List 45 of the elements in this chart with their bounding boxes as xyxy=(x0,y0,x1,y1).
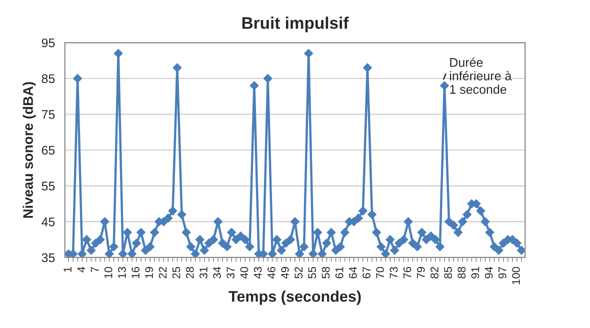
annotation: Durée inférieure à 1 seconde xyxy=(450,58,512,94)
x-tick-label: 22 xyxy=(158,267,167,278)
x-tick-label: 85 xyxy=(444,266,452,278)
x-tick-label: 16 xyxy=(132,266,140,278)
x-tick-label: 76 xyxy=(403,266,412,278)
x-tick-label: 97 xyxy=(498,267,506,278)
x-tick-label: 37 xyxy=(226,267,235,278)
x-tick-label: 88 xyxy=(458,266,466,278)
x-tick-label: 43 xyxy=(254,266,262,279)
x-tick-label: 70 xyxy=(376,266,384,278)
y-tick-label: 55 xyxy=(42,182,55,191)
y-tick-label: 65 xyxy=(42,146,55,155)
x-tick-label: 25 xyxy=(172,266,180,278)
y-tick-label: 35 xyxy=(42,253,55,262)
x-tick-label: 61 xyxy=(335,267,344,278)
y-tick-label: 75 xyxy=(42,110,55,119)
y-axis-title: Niveau sonore (dBA) xyxy=(22,82,36,218)
x-tick-label: 82 xyxy=(430,267,438,278)
x-tick-label: 58 xyxy=(322,266,330,278)
x-tick-label: 91 xyxy=(471,267,480,278)
x-tick-label: 28 xyxy=(186,266,194,278)
x-tick-label: 73 xyxy=(390,266,398,278)
x-tick-label: 19 xyxy=(145,267,154,278)
x-tick-label: 67 xyxy=(362,267,370,278)
x-tick-label: 34 xyxy=(213,266,221,278)
x-tick-label: 10 xyxy=(104,266,112,278)
x-tick-label: 79 xyxy=(416,267,425,278)
x-tick-label: 1 xyxy=(64,267,72,272)
y-tick-label: 45 xyxy=(42,218,55,226)
x-tick-label: 55 xyxy=(308,266,316,278)
x-tick-label: 94 xyxy=(484,266,493,278)
x-tick-label: 64 xyxy=(349,266,357,278)
y-tick-label: 95 xyxy=(42,38,55,48)
chart-title: Bruit impulsif xyxy=(242,16,349,32)
x-tick-label: 31 xyxy=(200,267,208,278)
x-tick-label: 46 xyxy=(267,266,276,279)
x-tick-label: 52 xyxy=(294,267,303,278)
x-tick-label: 40 xyxy=(240,266,248,279)
x-tick-label: 13 xyxy=(118,266,126,278)
x-tick-label: 7 xyxy=(90,267,99,272)
x-axis-title: Temps (secondes) xyxy=(228,290,361,305)
x-tick-label: 4 xyxy=(77,266,85,272)
y-tick-label: 85 xyxy=(42,74,55,84)
x-tick-label: 49 xyxy=(281,267,289,279)
x-tick-label: 100 xyxy=(512,266,520,284)
